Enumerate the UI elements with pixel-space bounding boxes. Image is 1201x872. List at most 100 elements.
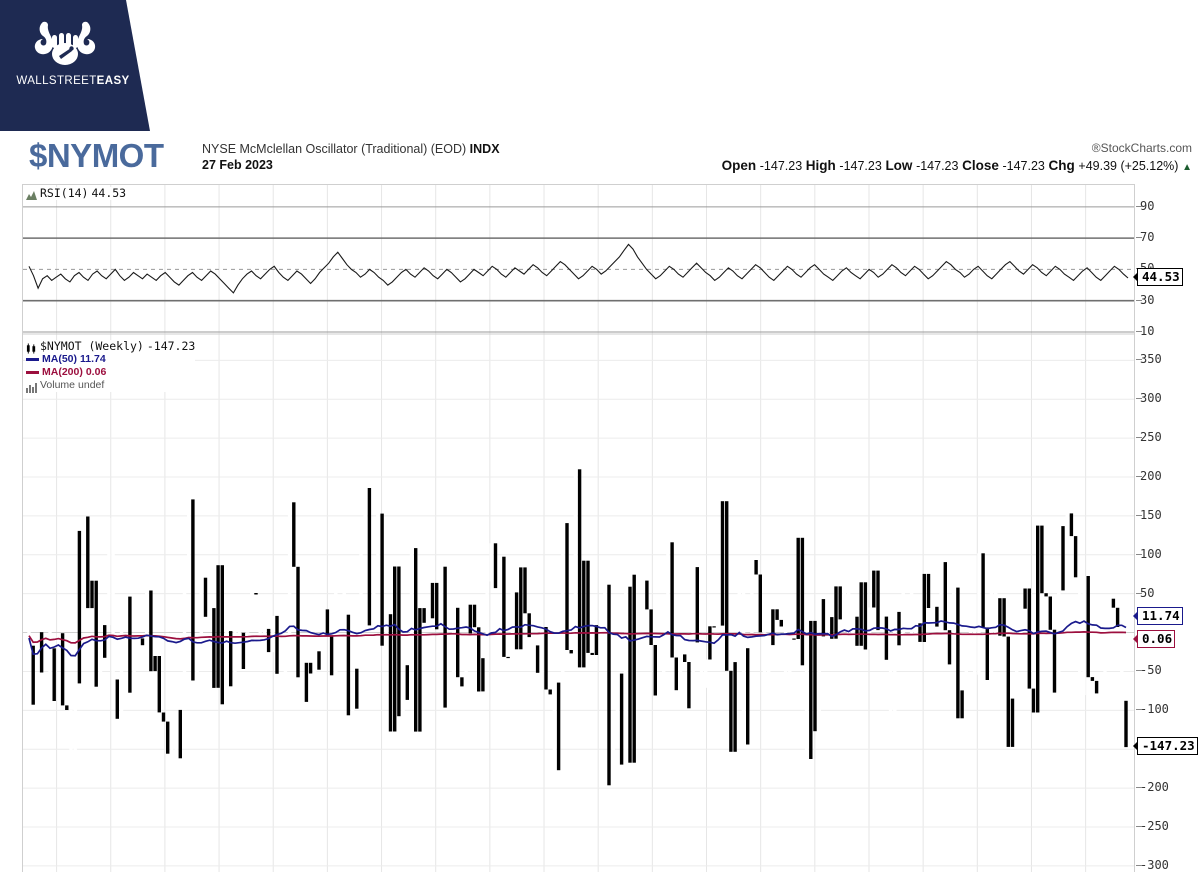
stockcharts-brand-text: StockCharts.com xyxy=(1100,141,1192,155)
candle-body xyxy=(359,553,363,669)
high-value: -147.23 xyxy=(839,159,882,173)
candle-body xyxy=(216,565,220,688)
candle-body xyxy=(523,567,527,614)
candle-body xyxy=(1090,677,1095,681)
candle-body xyxy=(720,501,725,626)
instrument-description: NYSE McMclellan Oscillator (Traditional)… xyxy=(202,142,500,156)
y-tick-rsi-30: 30 xyxy=(1140,292,1155,307)
ma50-value-box: 11.74 xyxy=(1133,607,1183,626)
candle-body xyxy=(69,710,73,771)
candle-body xyxy=(1082,576,1086,696)
candle-body xyxy=(586,560,590,653)
candle-body xyxy=(367,488,372,626)
y-axis-tick xyxy=(1136,864,1142,866)
candle-body xyxy=(262,628,267,668)
candle-body xyxy=(145,590,149,646)
candle-body xyxy=(985,627,989,680)
stockcharts-brand: ®StockCharts.com xyxy=(1092,141,1192,155)
candle-body xyxy=(405,665,409,700)
chart-header: $NYMOT NYSE McMclellan Oscillator (Tradi… xyxy=(0,131,1201,184)
change-direction-icon: ▲ xyxy=(1182,162,1192,173)
y-tick-main-150: 150 xyxy=(1140,507,1162,522)
candle-body xyxy=(451,607,456,679)
candle-body xyxy=(590,652,594,655)
candle-body xyxy=(157,656,161,713)
candle-body xyxy=(640,580,645,589)
candle-body xyxy=(279,673,283,684)
candle-body xyxy=(60,633,65,706)
candle-body xyxy=(1010,698,1015,747)
candle-body xyxy=(653,645,657,696)
candle-body xyxy=(1036,525,1040,713)
candle-body xyxy=(266,628,271,653)
candle-body xyxy=(716,625,720,627)
y-axis-tick xyxy=(1136,359,1142,361)
candle-body xyxy=(493,543,498,589)
candle-body xyxy=(321,609,325,652)
candle-body xyxy=(187,499,191,579)
candle-body xyxy=(884,616,889,660)
candle-body xyxy=(363,488,367,554)
candle-body xyxy=(947,630,952,665)
candle-body xyxy=(195,652,199,681)
chart-canvas[interactable] xyxy=(23,185,1135,872)
plot-area[interactable]: RSI(14) 44.53 $NYMOT (Weekly) -147.23 MA… xyxy=(22,184,1135,872)
value-pointer-icon xyxy=(1133,633,1138,644)
candle-body xyxy=(439,566,443,630)
candle-body xyxy=(393,566,397,732)
candle-body xyxy=(657,695,662,700)
candle-body xyxy=(460,677,464,687)
candle-body xyxy=(208,608,212,617)
candle-body xyxy=(300,677,304,702)
candle-body xyxy=(535,645,540,673)
candle-body xyxy=(872,570,876,608)
candle-body xyxy=(977,553,981,675)
candle-body xyxy=(73,683,77,771)
candle-body xyxy=(397,566,401,717)
candle-body xyxy=(220,565,224,705)
y-axis-tick xyxy=(1136,787,1142,789)
candle-body xyxy=(569,650,573,654)
candle-body xyxy=(233,618,237,687)
candle-body xyxy=(325,609,330,636)
candle-body xyxy=(1069,513,1074,537)
candle-body xyxy=(1115,607,1120,627)
candle-body xyxy=(292,502,296,567)
candle-body xyxy=(1031,688,1036,713)
y-axis-tick xyxy=(1136,205,1142,207)
candle-body xyxy=(245,609,250,633)
y-tick-main--100: -100 xyxy=(1140,702,1169,717)
ma200-value-box-text: 0.06 xyxy=(1142,630,1173,646)
candle-body xyxy=(498,556,502,588)
candle-body xyxy=(619,673,624,765)
candle-body xyxy=(804,665,809,759)
candle-body xyxy=(1023,588,1027,609)
ticker-symbol: $NYMOT xyxy=(29,137,164,174)
candle-body xyxy=(304,662,309,702)
candle-body xyxy=(329,635,334,676)
page-title-line-2: DEL OSCILADOR MCCLELLAN xyxy=(382,70,969,114)
candle-body xyxy=(905,557,910,581)
candle-body xyxy=(447,679,451,708)
candle-body xyxy=(308,662,313,674)
candle-body xyxy=(1044,593,1048,597)
value-pointer-icon xyxy=(1133,271,1138,282)
candle-body xyxy=(510,592,515,658)
indicator-icon xyxy=(26,191,37,200)
candle-body xyxy=(224,631,229,705)
candle-body xyxy=(519,567,523,650)
candle-body xyxy=(783,626,788,685)
candle-body xyxy=(65,705,69,710)
low-label: Low xyxy=(885,158,913,173)
ma50-label: MA(50) xyxy=(42,353,78,365)
candle-body xyxy=(1120,626,1124,701)
instrument-description-text: NYSE McMclellan Oscillator (Traditional)… xyxy=(202,142,467,156)
candle-body xyxy=(31,645,35,705)
candle-body xyxy=(199,577,203,653)
y-tick-main-200: 200 xyxy=(1140,469,1162,483)
logo-wordmark-light: WALLSTREET xyxy=(16,75,97,87)
candle-body xyxy=(39,632,44,673)
candle-body xyxy=(241,632,246,669)
candle-body xyxy=(792,638,796,640)
candle-body xyxy=(842,575,847,620)
